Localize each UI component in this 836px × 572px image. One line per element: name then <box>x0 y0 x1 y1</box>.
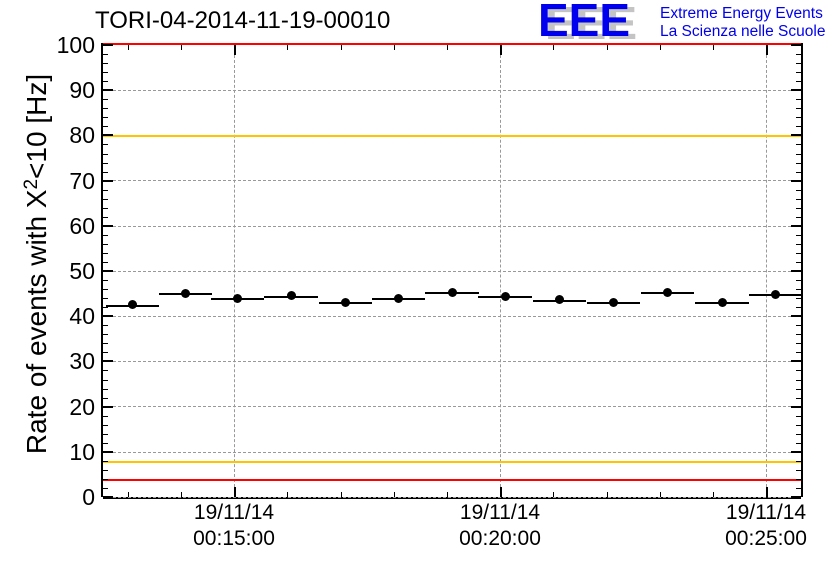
svg-text:Extreme Energy Events: Extreme Energy Events <box>660 5 823 22</box>
svg-text:EEE: EEE <box>538 2 630 46</box>
svg-text:La Scienza nelle Scuole: La Scienza nelle Scuole <box>660 23 825 40</box>
